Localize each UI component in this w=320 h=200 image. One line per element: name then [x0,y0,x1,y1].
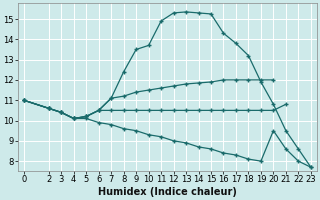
X-axis label: Humidex (Indice chaleur): Humidex (Indice chaleur) [98,187,237,197]
